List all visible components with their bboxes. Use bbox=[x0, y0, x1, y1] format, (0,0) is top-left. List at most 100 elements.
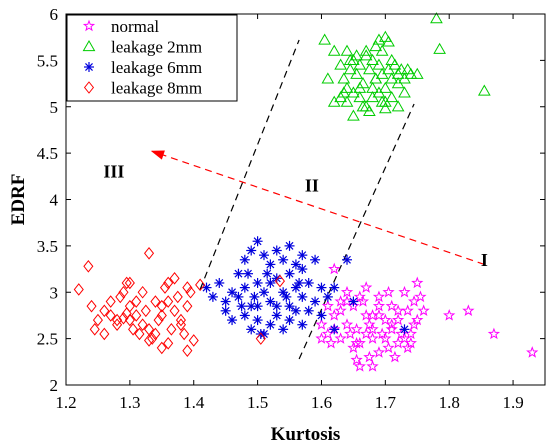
series-leakage-2mm bbox=[318, 12, 491, 121]
data-point bbox=[163, 276, 174, 290]
data-point bbox=[353, 336, 366, 349]
data-point bbox=[284, 301, 295, 312]
data-point bbox=[382, 341, 395, 354]
data-point bbox=[105, 309, 116, 322]
data-point bbox=[321, 299, 334, 312]
data-point bbox=[379, 332, 392, 344]
data-point bbox=[278, 324, 289, 335]
data-point bbox=[73, 283, 84, 296]
data-point bbox=[322, 291, 333, 302]
data-point bbox=[353, 360, 366, 372]
data-point bbox=[297, 291, 308, 302]
data-point bbox=[347, 109, 360, 121]
data-point bbox=[342, 254, 353, 265]
y-axis-ticks: 2 2.5 3 3.5 4 4.5 5 5.5 6 bbox=[37, 5, 545, 395]
data-point bbox=[385, 90, 399, 103]
data-point bbox=[404, 67, 418, 79]
data-point bbox=[372, 346, 386, 358]
legend-marker bbox=[83, 81, 95, 94]
data-point bbox=[350, 353, 363, 366]
data-point bbox=[310, 296, 321, 307]
data-point bbox=[265, 296, 276, 307]
data-point bbox=[246, 301, 257, 312]
data-point bbox=[265, 319, 276, 330]
data-point bbox=[366, 332, 379, 344]
y-tick-label: 2 bbox=[50, 376, 59, 395]
data-point bbox=[366, 322, 379, 335]
data-point bbox=[294, 277, 305, 288]
data-point bbox=[121, 307, 132, 320]
arrow-head bbox=[150, 150, 165, 160]
data-point bbox=[394, 63, 408, 75]
data-point bbox=[340, 95, 354, 107]
data-point bbox=[303, 305, 314, 316]
data-point bbox=[166, 323, 177, 336]
data-point bbox=[175, 318, 187, 332]
data-point bbox=[258, 250, 269, 261]
data-point bbox=[271, 301, 282, 312]
data-point bbox=[128, 323, 139, 336]
data-point bbox=[115, 290, 126, 304]
data-point bbox=[220, 296, 231, 307]
data-point bbox=[391, 100, 405, 112]
data-point bbox=[131, 309, 142, 322]
y-tick-label: 5 bbox=[50, 98, 59, 117]
data-point bbox=[316, 282, 327, 293]
data-point bbox=[414, 290, 427, 303]
data-point bbox=[86, 299, 97, 313]
data-point bbox=[214, 277, 225, 288]
data-point bbox=[182, 344, 193, 357]
y-tick-label: 3.5 bbox=[37, 237, 58, 256]
data-point bbox=[297, 264, 308, 275]
x-axis-label: Kurtosis bbox=[271, 424, 341, 445]
data-point bbox=[334, 58, 347, 70]
data-point bbox=[179, 327, 190, 341]
boundary-dashed-line bbox=[199, 39, 300, 290]
data-point bbox=[140, 304, 151, 318]
data-point bbox=[303, 277, 314, 288]
data-point bbox=[290, 259, 301, 270]
data-point bbox=[150, 327, 161, 341]
series-leakage-8mm bbox=[73, 246, 285, 357]
data-point bbox=[391, 336, 405, 349]
legend-box bbox=[66, 14, 238, 102]
data-point bbox=[337, 72, 351, 84]
data-point bbox=[366, 309, 379, 321]
data-point bbox=[388, 350, 402, 363]
legend-entry-label: leakage 6mm bbox=[111, 58, 202, 77]
x-tick-label: 1.3 bbox=[119, 393, 140, 412]
data-point bbox=[477, 84, 491, 96]
data-point bbox=[404, 336, 417, 349]
data-point bbox=[372, 33, 386, 45]
data-point bbox=[252, 236, 263, 247]
data-point bbox=[290, 305, 301, 316]
data-point bbox=[356, 100, 370, 112]
data-point bbox=[143, 323, 155, 336]
data-point bbox=[153, 313, 164, 327]
data-point bbox=[334, 295, 347, 307]
data-point bbox=[278, 254, 289, 265]
legend-entry-label: leakage 8mm bbox=[111, 79, 202, 98]
data-point bbox=[366, 360, 379, 372]
data-point bbox=[159, 281, 171, 294]
series-normal bbox=[315, 262, 539, 372]
data-point bbox=[376, 327, 389, 340]
region-label-ii: II bbox=[305, 176, 319, 196]
data-point bbox=[363, 318, 376, 330]
data-point bbox=[112, 313, 123, 327]
data-point bbox=[99, 327, 110, 341]
data-point bbox=[391, 77, 405, 89]
legend-entry-label: leakage 2mm bbox=[111, 38, 202, 57]
data-point bbox=[243, 268, 254, 279]
data-point bbox=[417, 304, 430, 317]
legend-marker bbox=[84, 62, 94, 72]
data-point bbox=[411, 276, 424, 289]
data-point bbox=[207, 291, 218, 302]
data-point bbox=[399, 324, 410, 335]
data-point bbox=[433, 42, 446, 54]
data-point bbox=[363, 104, 376, 117]
data-point bbox=[121, 276, 132, 290]
data-point bbox=[246, 245, 257, 256]
